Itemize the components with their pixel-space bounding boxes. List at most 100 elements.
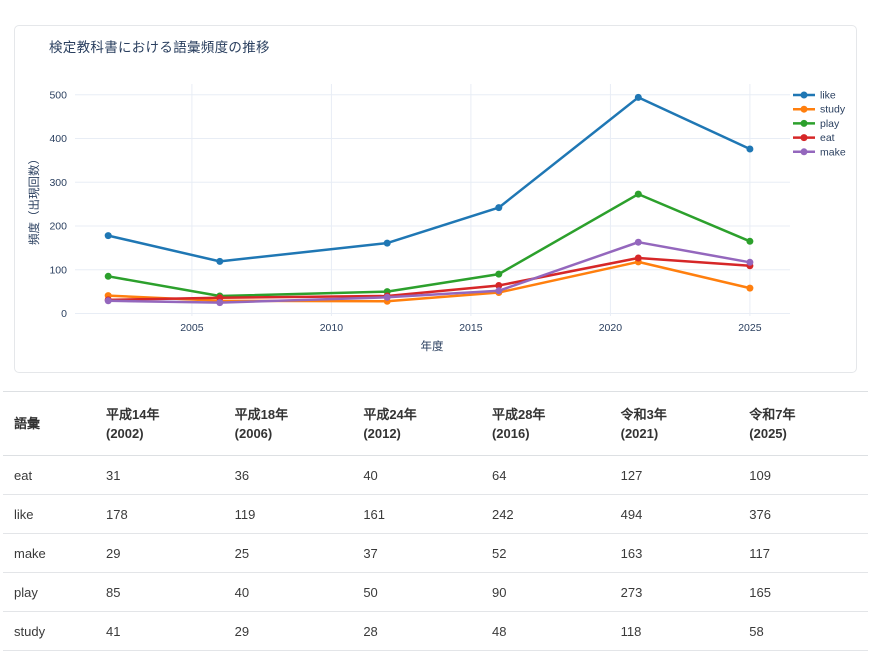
data-point-like [104, 232, 112, 240]
col-header-era: 令和7年 [749, 406, 796, 422]
legend-label: make [820, 146, 846, 158]
data-point-make [634, 238, 642, 246]
table-cell-value: 40 [353, 455, 482, 495]
col-header-year: 平成28年 (2016) [481, 391, 611, 456]
table-cell-value: 494 [610, 494, 740, 534]
x-tick-label: 2020 [599, 322, 623, 334]
col-header-era: 令和3年 [620, 406, 667, 422]
table-cell-word: study [3, 611, 96, 651]
table-cell-value: 273 [610, 572, 740, 612]
col-header-year-paren: (2025) [749, 425, 787, 441]
table-cell-value: 52 [481, 533, 611, 573]
legend-label: eat [820, 132, 835, 144]
series-line-like [106, 96, 752, 263]
y-tick-label: 400 [49, 133, 67, 145]
col-header-year: 令和7年 (2025) [739, 391, 868, 456]
legend-marker [800, 119, 808, 127]
table-cell-word: like [3, 494, 96, 534]
table-cell-value: 118 [610, 611, 740, 651]
table-cell-value: 376 [739, 494, 868, 534]
table-row: like 178 119 161 242 494 376 [3, 494, 868, 534]
table-cell-value: 90 [481, 572, 611, 612]
legend-item-like[interactable]: like [793, 90, 836, 102]
table-cell-value: 31 [96, 455, 225, 495]
table-cell-value: 127 [610, 455, 740, 495]
table-cell-value: 40 [224, 572, 354, 612]
table-header-row: 語彙 平成14年 (2002) 平成18年 (2006) 平成24年 (2012) 平成28年… [3, 391, 868, 456]
data-point-like [216, 257, 224, 265]
table-body: eat 31 36 40 64 127 109 like 178 119 161 242 494 376 m… [3, 455, 868, 651]
x-tick-label: 2015 [459, 322, 483, 334]
data-point-like [634, 93, 642, 101]
col-header-year: 平成18年 (2006) [224, 391, 354, 456]
table-cell-value: 50 [353, 572, 482, 612]
frequency-table: 語彙 平成14年 (2002) 平成18年 (2006) 平成24年 (2012) 平成28年… [3, 391, 868, 651]
table-cell-value: 28 [353, 611, 482, 651]
table-cell-value: 36 [224, 455, 354, 495]
x-tick-label: 2025 [738, 322, 762, 334]
legend-label: play [820, 118, 840, 130]
col-header-era: 平成24年 [363, 406, 417, 422]
col-header-year: 平成24年 (2012) [353, 391, 482, 456]
col-header-year: 平成14年 (2002) [96, 391, 225, 456]
table-cell-value: 161 [353, 494, 482, 534]
table-cell-value: 37 [353, 533, 482, 573]
series-line-study [106, 260, 752, 303]
table-cell-value: 119 [224, 494, 354, 534]
legend-marker [800, 134, 808, 142]
table-cell-value: 163 [610, 533, 740, 573]
table-cell-value: 29 [224, 611, 354, 651]
legend-marker [800, 105, 808, 113]
legend-marker [800, 148, 808, 156]
data-point-make [383, 293, 391, 301]
table-cell-value: 242 [481, 494, 611, 534]
data-point-make [216, 299, 224, 307]
legend-label: like [820, 90, 836, 102]
table-cell-value: 48 [481, 611, 611, 651]
series-line-play [106, 192, 752, 298]
table-cell-value: 58 [739, 611, 868, 651]
table-row: eat 31 36 40 64 127 109 [3, 455, 868, 495]
data-point-play [746, 237, 754, 245]
table-cell-value: 117 [739, 533, 868, 573]
table-cell-value: 85 [96, 572, 225, 612]
y-tick-label: 300 [49, 177, 67, 189]
col-header-year-paren: (2016) [491, 425, 530, 441]
table-cell-word: eat [3, 455, 96, 495]
y-tick-label: 200 [49, 221, 67, 233]
table-row: make 29 25 37 52 163 117 [3, 533, 868, 573]
legend-item-make[interactable]: make [793, 146, 846, 158]
table-cell-value: 178 [96, 494, 225, 534]
table-header: 語彙 平成14年 (2002) 平成18年 (2006) 平成24年 (2012) 平成28年… [3, 391, 868, 456]
table-cell-value: 41 [96, 611, 225, 651]
legend-item-eat[interactable]: eat [793, 132, 835, 144]
col-header-era: 平成28年 [491, 406, 546, 422]
data-point-play [495, 270, 503, 278]
col-header-year-paren: (2021) [620, 425, 659, 441]
legend-marker [800, 91, 808, 99]
legend-item-play[interactable]: play [793, 118, 840, 130]
y-tick-label: 0 [61, 308, 67, 320]
legend-item-study[interactable]: study [793, 104, 846, 116]
x-axis-title: 年度 [420, 341, 444, 353]
chart-card: 検定教科書における語彙頻度の推移 頻度（出現回数） 年度 0 100 200 300 4… [14, 25, 857, 373]
col-header-year: 令和3年 (2021) [610, 391, 740, 456]
x-tick-label: 2005 [180, 322, 204, 334]
frequency-table-wrap: 語彙 平成14年 (2002) 平成18年 (2006) 平成24年 (2012) 平成28年… [3, 391, 868, 651]
data-point-eat [634, 254, 642, 262]
line-chart[interactable]: 0 100 200 300 400 500 2005 2010 2015 2020 2025 like… [15, 26, 856, 372]
col-header-era: 平成18年 [234, 406, 289, 422]
data-point-make [495, 287, 503, 295]
table-row: study 41 29 28 48 118 58 [3, 611, 868, 651]
data-point-like [383, 239, 391, 247]
table-row: play 85 40 50 90 273 165 [3, 572, 868, 612]
data-point-eat [216, 294, 224, 302]
data-point-study [746, 284, 754, 292]
series-line-make [106, 240, 752, 304]
legend-label: study [820, 104, 846, 116]
col-header-word: 語彙 [3, 391, 96, 456]
y-tick-label: 100 [49, 264, 67, 276]
data-point-play [104, 272, 112, 280]
table-cell-word: play [3, 572, 96, 612]
